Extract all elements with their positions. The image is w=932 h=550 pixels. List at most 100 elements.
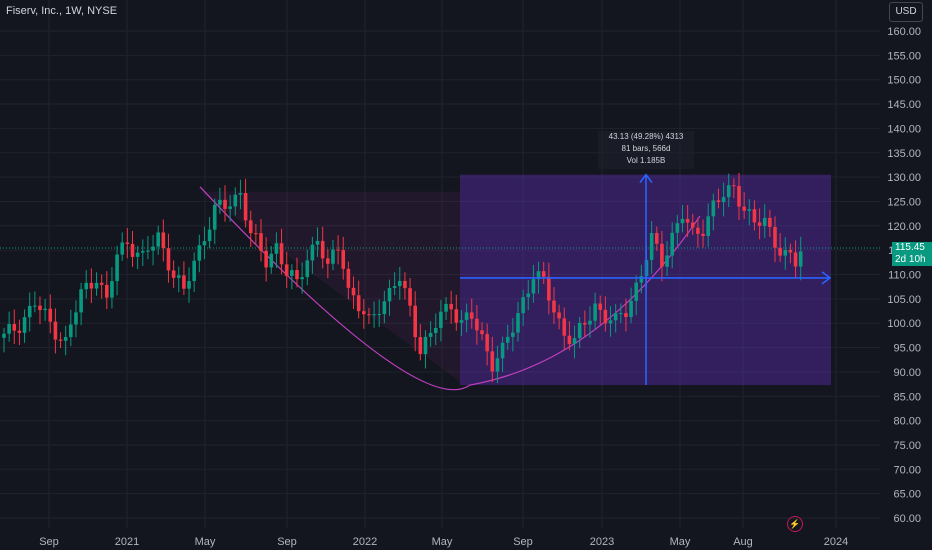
candle-body	[557, 312, 561, 319]
currency-button[interactable]: USD	[889, 2, 923, 22]
candle-body	[105, 284, 109, 298]
price-tick-label: 120.00	[887, 221, 921, 233]
time-tick-label: May	[195, 536, 216, 548]
measure-change: 43.13 (49.28%) 4313	[608, 132, 684, 141]
candle-body	[171, 270, 176, 278]
price-tick-label: 85.00	[893, 391, 921, 403]
candle-body	[48, 308, 53, 322]
price-tick-label: 110.00	[888, 270, 921, 282]
candle-body	[541, 271, 546, 277]
candle-body	[146, 250, 150, 252]
candle-body	[598, 303, 603, 310]
candle-body	[315, 240, 320, 245]
candle-body	[310, 244, 315, 261]
candle-body	[120, 242, 125, 255]
candle-body	[469, 312, 474, 319]
price-tick-label: 65.00	[893, 489, 921, 501]
candle-body	[608, 320, 613, 324]
candle-body	[418, 337, 423, 355]
price-tick-label: 80.00	[893, 416, 921, 428]
candle-body	[367, 314, 371, 316]
candle-body	[130, 243, 135, 257]
candle-body	[264, 250, 268, 268]
candle-body	[362, 311, 366, 315]
candle-body	[752, 209, 757, 223]
last-price-value: 115.45	[895, 242, 925, 253]
candle-body	[716, 200, 721, 203]
candle-body	[125, 242, 130, 244]
time-tick-label: May	[670, 536, 691, 548]
price-tick-label: 125.00	[887, 196, 921, 208]
time-tick-label: 2021	[115, 536, 139, 548]
candle-body	[495, 358, 500, 372]
candle-body	[511, 332, 515, 337]
candle-body	[295, 270, 299, 280]
candle-body	[403, 280, 407, 289]
candle-body	[202, 241, 207, 246]
candle-body	[387, 287, 392, 302]
cup-curve	[199, 186, 701, 391]
candle-body	[218, 199, 222, 205]
price-tick-label: 95.00	[893, 343, 921, 355]
arrow-layer	[460, 173, 832, 386]
candle-body	[79, 289, 83, 313]
candle-body	[284, 264, 289, 276]
time-tick-label: Sep	[277, 536, 297, 548]
candle-body	[331, 249, 335, 264]
candle-body	[572, 338, 577, 345]
candle-body	[619, 313, 623, 315]
candle-body	[567, 335, 572, 345]
price-tick-label: 145.00	[887, 99, 921, 111]
candle-body	[187, 281, 191, 289]
candle-body	[711, 200, 716, 217]
time-tick-label: Sep	[39, 536, 59, 548]
candle-body	[547, 276, 551, 301]
candle-body	[12, 324, 17, 331]
price-tick-label: 140.00	[887, 123, 921, 135]
candle-body	[475, 318, 479, 331]
price-tick-label: 90.00	[893, 367, 921, 379]
price-tick-label: 150.00	[887, 75, 921, 87]
candle-body	[624, 313, 628, 318]
candle-body	[89, 282, 94, 289]
candle-body	[274, 243, 279, 254]
candle-body	[377, 314, 382, 316]
candle-body	[480, 330, 484, 335]
candle-body	[706, 216, 710, 237]
time-tick-label: May	[432, 536, 453, 548]
candle-body	[110, 281, 114, 298]
candle-body	[156, 232, 160, 247]
candle-body	[583, 322, 587, 325]
candle-body	[84, 282, 89, 290]
candle-body	[238, 193, 243, 195]
candle-body	[140, 251, 145, 253]
candle-body	[356, 295, 361, 312]
candle-body	[490, 351, 495, 372]
candle-body	[762, 217, 767, 226]
candle-body	[397, 280, 402, 287]
price-tick-label: 105.00	[887, 294, 921, 306]
time-axis: Sep 2021 May Sep 2022 May Sep 2023 May Aug 2024	[39, 536, 848, 548]
candle-body	[778, 247, 782, 256]
lightning-icon[interactable]: ⚡	[787, 516, 803, 532]
candle-body	[408, 288, 412, 306]
time-tick-label: Sep	[513, 536, 533, 548]
time-tick-label: 2024	[824, 536, 848, 548]
candle-body	[99, 282, 104, 285]
candle-body	[613, 313, 618, 321]
candle-body	[53, 321, 58, 340]
candle-body	[372, 314, 376, 316]
symbol-title: Fiserv, Inc., 1W, NYSE	[6, 5, 118, 17]
candle-body	[38, 305, 42, 311]
candle-body	[439, 311, 443, 328]
candle-body	[793, 252, 798, 267]
time-tick-label: 2023	[590, 536, 614, 548]
candle-body	[660, 243, 664, 267]
candle-body	[521, 297, 525, 314]
candle-body	[74, 312, 78, 325]
drawing-layer	[0, 174, 880, 391]
vertical-arrow-head	[639, 173, 653, 184]
candle-body	[649, 233, 654, 260]
candle-body	[63, 337, 68, 341]
